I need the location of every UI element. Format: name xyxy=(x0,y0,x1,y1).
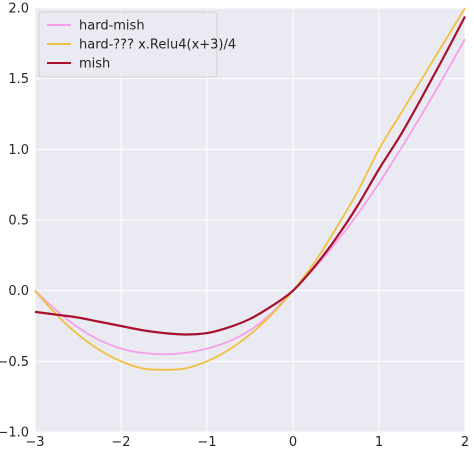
legend-label: mish xyxy=(79,57,110,72)
y-tick-label: 1.5 xyxy=(8,72,29,87)
y-tick-label: 2.0 xyxy=(8,2,29,17)
legend-box xyxy=(38,11,218,78)
series-lines xyxy=(34,7,466,371)
y-tick-label: 1.0 xyxy=(8,143,29,158)
x-axis-ticks: −3 −2 −1 0 1 2 xyxy=(25,435,469,450)
y-tick-label: 0.5 xyxy=(8,214,29,229)
y-axis-ticks: −1.0 −0.5 0.0 0.5 1.0 1.5 2.0 xyxy=(0,2,29,441)
legend-label: hard-??? x.Relu4(x+3)/4 xyxy=(79,38,236,53)
y-tick-label: 0.0 xyxy=(8,284,29,299)
x-tick-label: 1 xyxy=(375,435,383,450)
y-tick-label: −0.5 xyxy=(0,355,29,370)
legend: hard-mish hard-??? x.Relu4(x+3)/4 mish xyxy=(38,11,236,78)
series-line-2 xyxy=(34,7,466,371)
x-tick-label: 2 xyxy=(461,435,469,450)
x-tick-label: 0 xyxy=(289,435,297,450)
x-tick-label: −3 xyxy=(25,435,44,450)
x-tick-label: −1 xyxy=(197,435,216,450)
series-line-3 xyxy=(34,15,466,336)
legend-label: hard-mish xyxy=(79,19,145,34)
grid-lines xyxy=(34,7,466,433)
series-line-1 xyxy=(34,38,466,356)
x-tick-label: −2 xyxy=(111,435,130,450)
y-tick-label: −1.0 xyxy=(0,426,29,441)
